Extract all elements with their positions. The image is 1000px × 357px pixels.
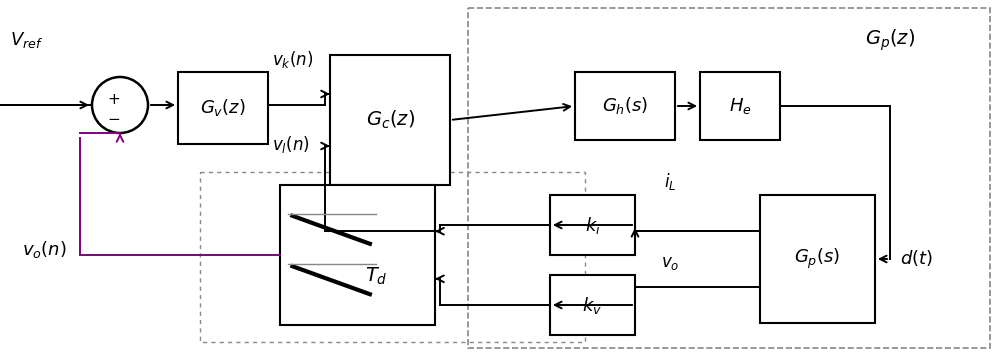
Text: $T_d$: $T_d$ (365, 265, 387, 287)
Text: $v_l(n)$: $v_l(n)$ (272, 134, 310, 155)
Bar (200, 172, 585, 342)
Text: $G_h(s)$: $G_h(s)$ (602, 96, 648, 116)
Bar (280, 185, 435, 325)
Bar (468, 8, 990, 348)
Text: $v_k(n)$: $v_k(n)$ (272, 49, 313, 70)
Text: $d(t)$: $d(t)$ (900, 248, 933, 268)
Text: $V_{ref}$: $V_{ref}$ (10, 30, 43, 50)
Circle shape (92, 77, 148, 133)
Text: $v_o$: $v_o$ (661, 254, 679, 272)
Text: $i_L$: $i_L$ (664, 171, 676, 192)
Bar (550, 275, 635, 335)
Text: $G_c(z)$: $G_c(z)$ (366, 109, 414, 131)
Text: $G_v(z)$: $G_v(z)$ (200, 97, 246, 119)
Bar (178, 72, 268, 144)
Text: $H_e$: $H_e$ (729, 96, 751, 116)
Bar (760, 195, 875, 323)
Bar (550, 195, 635, 255)
Bar (700, 72, 780, 140)
Text: $v_o(n)$: $v_o(n)$ (22, 240, 67, 261)
Text: $G_p(z)$: $G_p(z)$ (865, 28, 915, 54)
Text: $k_i$: $k_i$ (585, 215, 600, 236)
Text: $G_p(s)$: $G_p(s)$ (794, 247, 841, 271)
Bar (575, 72, 675, 140)
Text: +: + (108, 92, 120, 107)
Bar (330, 55, 450, 185)
Text: $k_v$: $k_v$ (582, 295, 603, 316)
Text: $-$: $-$ (107, 110, 121, 125)
